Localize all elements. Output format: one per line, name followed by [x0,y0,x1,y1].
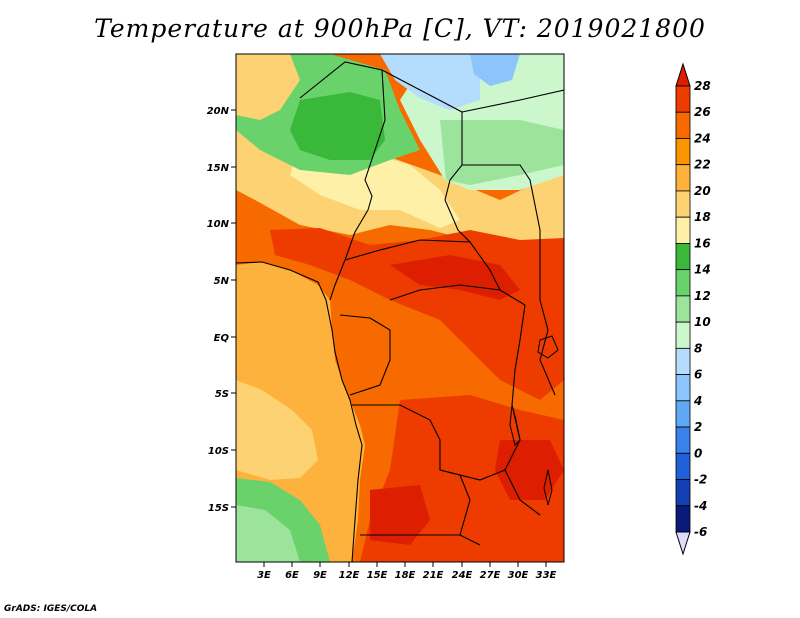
field-north-light-blue [380,54,480,110]
lon-label: 6E [285,570,299,581]
colorbar-label: 4 [693,394,702,408]
temperature-field [236,54,564,562]
colorbar-swatch [675,505,691,533]
border-congo [339,314,391,396]
coastline [236,261,363,562]
colorbar-label: 0 [694,446,702,460]
border-libya-niger [299,61,383,99]
colorbar-label: 24 [694,131,711,145]
colorbar-over-triangle [675,62,691,87]
colorbar-swatch [675,216,691,244]
border-nile [461,89,564,113]
lon-label: 18E [395,570,416,581]
colorbar-swatch [675,164,691,192]
colorbar-label: 28 [694,79,711,93]
lat-label: 5S [215,389,229,400]
lon-label: 30E [508,570,529,581]
lat-label: 15N [207,163,230,174]
lon-label: 12E [339,570,360,581]
border-chad-sudan [444,164,471,243]
colorbar-swatch [675,243,691,271]
colorbar-label: -2 [694,473,707,487]
lon-label: 21E [423,570,444,581]
field-northwest-yellow [236,54,300,120]
colorbar-swatch [675,85,691,113]
colorbar-label: 22 [694,158,711,172]
colorbar-label: 6 [694,368,702,382]
lon-ticks [263,562,547,567]
lon-label: 9E [313,570,327,581]
lon-label: 24E [452,570,473,581]
border-drc-east [504,304,526,471]
lat-ticks [231,109,236,508]
border-niger-chad [364,69,386,211]
colorbar-swatch [675,295,691,323]
colorbar-label: 10 [694,315,711,329]
lon-labels: 3E 6E 9E 12E 15E 18E 21E 24E 27E 30E 33E [257,570,556,581]
colorbar-under-triangle [675,531,691,556]
border-car-north [344,239,501,291]
lake-malawi [543,469,553,506]
border-namibia [360,534,481,546]
colorbar-swatch [675,111,691,139]
border-zambia [439,469,541,516]
lakes [509,335,559,506]
colorbar-swatch [675,426,691,454]
colorbar-swatch [675,452,691,480]
colorbar-label: 26 [694,105,711,119]
colorbar-swatch [675,138,691,166]
colorbar-swatch [675,479,691,507]
colorbar-swatch [675,374,691,402]
colorbar-label: 16 [694,236,711,250]
lon-label: 33E [536,570,557,581]
border-sudan-east [462,164,541,300]
border-drc-north [389,284,526,306]
lake-victoria [537,335,559,359]
lat-labels: 20N 15N 10N 5N EQ 5S 10S 15S [207,106,230,514]
chart-title: Temperature at 900hPa [C], VT: 201902180… [94,14,706,43]
footer-credit: GrADS: IGES/COLA [4,604,98,614]
colorbar-label: 20 [694,184,711,198]
colorbar-swatch [675,321,691,349]
colorbar-label: 2 [694,420,702,434]
lat-label: EQ [214,333,230,344]
colorbar-label: 18 [694,210,711,224]
lon-label: 27E [480,570,501,581]
field-north-blue [470,54,520,86]
lat-label: 20N [207,106,230,117]
map-frame [235,53,565,563]
colorbar-swatch [675,269,691,297]
field-south-hotter [370,485,430,545]
border-uganda-kenya [539,299,556,396]
field-southwest-pale-green [236,505,300,562]
colorbar-label: -6 [694,525,707,539]
lat-label: 10S [208,446,229,457]
colorbar-swatch [675,347,691,375]
lat-label: 15S [208,503,229,514]
colorbar-label: 8 [694,341,702,355]
lat-label: 10N [207,219,230,230]
colorbar-label: 14 [694,263,711,277]
field-north-pale-green [440,120,564,185]
lon-label: 3E [257,570,271,581]
colorbar-label: 12 [694,289,711,303]
field-ocean-pale [236,380,318,480]
lat-label: 5N [214,276,230,287]
field-north-dark-green [290,92,385,160]
colorbar-label: -4 [694,499,707,513]
colorbar-swatch [675,400,691,428]
border-angola [352,404,471,536]
field-east-mid [390,300,470,395]
colorbar-swatch [675,190,691,218]
lon-label: 15E [367,570,388,581]
lake-tanganyika [509,404,521,446]
country-borders [236,61,564,562]
